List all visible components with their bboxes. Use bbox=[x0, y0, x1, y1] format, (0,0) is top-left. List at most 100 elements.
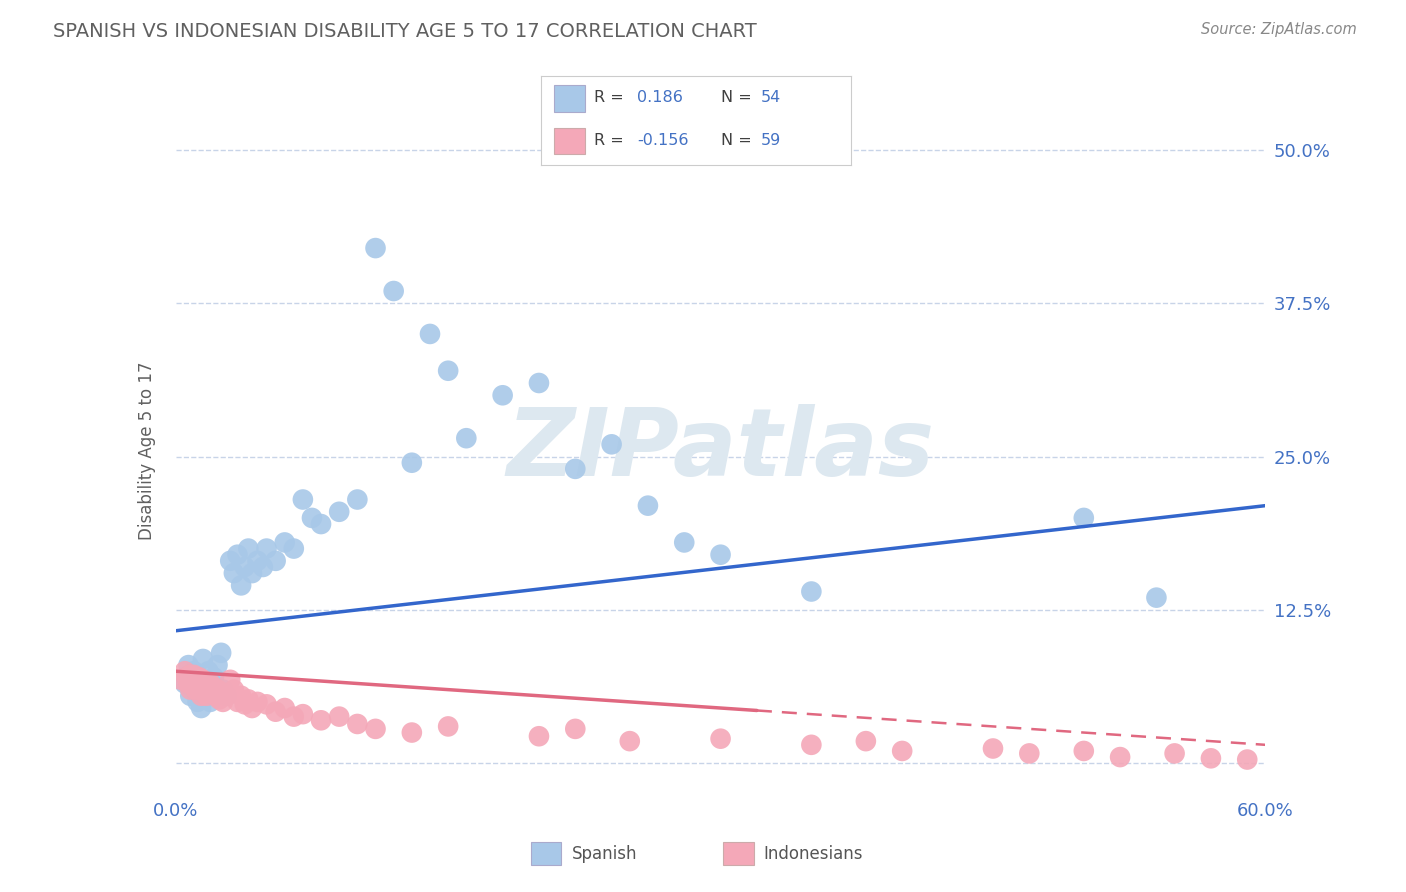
Text: R =: R = bbox=[593, 90, 628, 105]
Point bbox=[183, 682, 205, 697]
Text: N =: N = bbox=[721, 90, 756, 105]
Text: 54: 54 bbox=[761, 90, 782, 105]
Bar bbox=[554, 128, 585, 154]
Point bbox=[222, 682, 245, 697]
Point bbox=[231, 689, 253, 703]
Point bbox=[183, 676, 205, 690]
Point bbox=[173, 676, 195, 690]
Point bbox=[204, 689, 226, 703]
Point bbox=[240, 701, 263, 715]
Point bbox=[238, 541, 260, 556]
Point bbox=[188, 670, 211, 684]
Point bbox=[274, 701, 297, 715]
Point bbox=[184, 682, 207, 697]
Point bbox=[222, 566, 245, 581]
Text: -0.156: -0.156 bbox=[637, 133, 689, 148]
Point bbox=[619, 734, 641, 748]
Point bbox=[204, 689, 226, 703]
Text: Source: ZipAtlas.com: Source: ZipAtlas.com bbox=[1201, 22, 1357, 37]
Point bbox=[364, 241, 387, 255]
Point bbox=[855, 734, 877, 748]
Point bbox=[283, 709, 305, 723]
Point bbox=[1163, 747, 1185, 761]
Point bbox=[186, 676, 209, 690]
Point bbox=[800, 738, 823, 752]
Point bbox=[190, 701, 212, 715]
Point bbox=[201, 676, 224, 690]
Point bbox=[209, 685, 232, 699]
Point bbox=[190, 689, 212, 703]
Point bbox=[637, 499, 659, 513]
Point bbox=[346, 492, 368, 507]
Point bbox=[207, 682, 229, 697]
Point bbox=[202, 680, 225, 694]
Text: R =: R = bbox=[593, 133, 628, 148]
Y-axis label: Disability Age 5 to 17: Disability Age 5 to 17 bbox=[138, 361, 156, 540]
Point bbox=[212, 695, 235, 709]
Point bbox=[1236, 753, 1258, 767]
Point bbox=[231, 578, 253, 592]
Point bbox=[382, 284, 405, 298]
Point bbox=[291, 707, 314, 722]
Point bbox=[891, 744, 914, 758]
Point bbox=[981, 741, 1004, 756]
Point bbox=[527, 729, 550, 743]
Point bbox=[1073, 744, 1095, 758]
Point bbox=[195, 689, 218, 703]
Text: SPANISH VS INDONESIAN DISABILITY AGE 5 TO 17 CORRELATION CHART: SPANISH VS INDONESIAN DISABILITY AGE 5 T… bbox=[53, 22, 758, 41]
Bar bbox=[554, 85, 585, 112]
Point bbox=[186, 695, 209, 709]
Point bbox=[673, 535, 696, 549]
Point bbox=[179, 689, 201, 703]
Bar bbox=[723, 842, 754, 865]
Point bbox=[492, 388, 515, 402]
Point bbox=[170, 673, 193, 687]
Point bbox=[194, 689, 217, 703]
Point bbox=[200, 695, 222, 709]
Point bbox=[200, 676, 222, 690]
Point bbox=[177, 658, 200, 673]
Point bbox=[177, 676, 200, 690]
Point bbox=[215, 689, 238, 703]
Point bbox=[364, 722, 387, 736]
Text: 59: 59 bbox=[761, 133, 782, 148]
Point bbox=[1146, 591, 1168, 605]
Point bbox=[309, 516, 332, 531]
Point bbox=[564, 722, 586, 736]
Point bbox=[564, 462, 586, 476]
Point bbox=[419, 326, 441, 341]
Point bbox=[274, 535, 297, 549]
Text: ZIPatlas: ZIPatlas bbox=[506, 404, 935, 497]
Point bbox=[233, 560, 256, 574]
Point bbox=[240, 566, 263, 581]
Point bbox=[197, 682, 219, 697]
Text: N =: N = bbox=[721, 133, 756, 148]
Point bbox=[176, 670, 198, 684]
Point bbox=[246, 554, 269, 568]
Point bbox=[600, 437, 623, 451]
Point bbox=[188, 670, 211, 684]
Point bbox=[219, 673, 242, 687]
Point bbox=[197, 664, 219, 679]
Point bbox=[173, 664, 195, 679]
Point bbox=[437, 719, 460, 733]
Point bbox=[301, 511, 323, 525]
Point bbox=[201, 685, 224, 699]
Point bbox=[179, 682, 201, 697]
Point bbox=[1109, 750, 1132, 764]
Point bbox=[191, 652, 214, 666]
Text: 0.186: 0.186 bbox=[637, 90, 683, 105]
Point bbox=[209, 646, 232, 660]
Point bbox=[1199, 751, 1222, 765]
Point bbox=[238, 692, 260, 706]
Point bbox=[800, 584, 823, 599]
Point bbox=[309, 714, 332, 728]
Point bbox=[710, 548, 733, 562]
Point bbox=[264, 554, 287, 568]
Point bbox=[401, 456, 423, 470]
Point bbox=[202, 670, 225, 684]
Text: Indonesians: Indonesians bbox=[763, 845, 863, 863]
Point bbox=[256, 541, 278, 556]
Point bbox=[328, 709, 350, 723]
Text: Spanish: Spanish bbox=[571, 845, 637, 863]
